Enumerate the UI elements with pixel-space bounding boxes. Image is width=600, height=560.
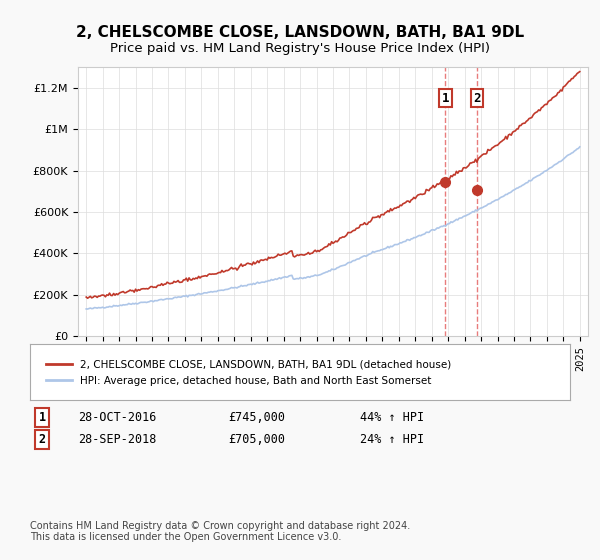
Legend: 2, CHELSCOMBE CLOSE, LANSDOWN, BATH, BA1 9DL (detached house), HPI: Average pric: 2, CHELSCOMBE CLOSE, LANSDOWN, BATH, BA1… bbox=[41, 354, 457, 391]
Text: 1: 1 bbox=[442, 92, 449, 105]
Text: 28-OCT-2016: 28-OCT-2016 bbox=[78, 410, 157, 424]
Text: £745,000: £745,000 bbox=[228, 410, 285, 424]
Text: 2: 2 bbox=[473, 92, 481, 105]
Text: 44% ↑ HPI: 44% ↑ HPI bbox=[360, 410, 424, 424]
Text: 28-SEP-2018: 28-SEP-2018 bbox=[78, 433, 157, 446]
Text: Contains HM Land Registry data © Crown copyright and database right 2024.
This d: Contains HM Land Registry data © Crown c… bbox=[30, 521, 410, 543]
Text: 24% ↑ HPI: 24% ↑ HPI bbox=[360, 433, 424, 446]
Text: 2: 2 bbox=[38, 433, 46, 446]
Text: 2, CHELSCOMBE CLOSE, LANSDOWN, BATH, BA1 9DL: 2, CHELSCOMBE CLOSE, LANSDOWN, BATH, BA1… bbox=[76, 25, 524, 40]
Text: 1: 1 bbox=[38, 410, 46, 424]
Text: Price paid vs. HM Land Registry's House Price Index (HPI): Price paid vs. HM Land Registry's House … bbox=[110, 42, 490, 55]
Text: £705,000: £705,000 bbox=[228, 433, 285, 446]
